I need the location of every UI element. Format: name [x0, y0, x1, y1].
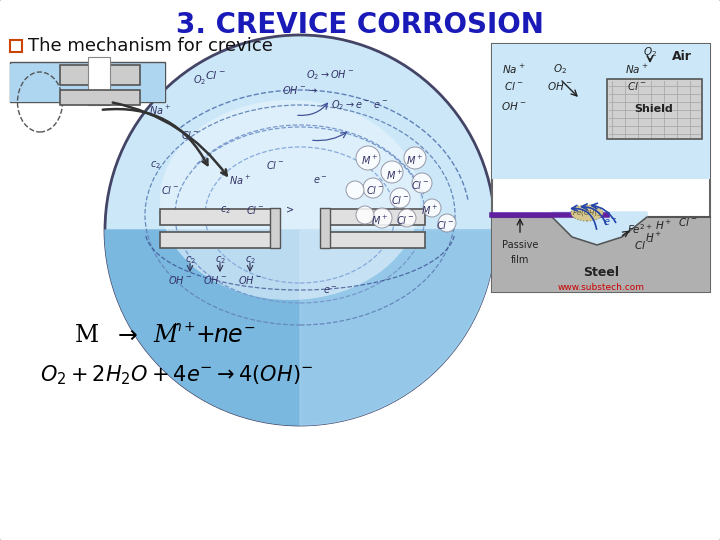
Text: $e^-$: $e^-$ — [312, 174, 328, 186]
Bar — [88, 57, 110, 105]
Text: $Cl^-$: $Cl^-$ — [181, 129, 199, 141]
Bar — [10, 40, 22, 52]
Text: $n+$: $n+$ — [172, 320, 196, 334]
Text: $Fe^{2+}$: $Fe^{2+}$ — [627, 222, 653, 236]
Circle shape — [423, 199, 441, 217]
Text: www.substech.com: www.substech.com — [557, 282, 644, 292]
Text: $M^+$: $M^+$ — [421, 204, 438, 217]
Text: $Na^+$: $Na^+$ — [149, 104, 171, 117]
Text: $Na^+$: $Na^+$ — [229, 173, 251, 186]
Text: $Cl^-$: $Cl^-$ — [391, 194, 409, 206]
Text: film: film — [510, 255, 529, 265]
Text: $c_2$: $c_2$ — [245, 254, 256, 266]
Circle shape — [381, 161, 403, 183]
Text: Air: Air — [672, 50, 692, 63]
Text: $Cl^-$: $Cl^-$ — [634, 239, 654, 251]
Circle shape — [390, 188, 410, 208]
Circle shape — [356, 146, 380, 170]
Bar — [325, 209, 425, 225]
Text: $M^+$: $M^+$ — [387, 168, 404, 181]
Text: $\rightarrow$: $\rightarrow$ — [113, 323, 138, 347]
Text: $OH^-$: $OH^-$ — [203, 274, 227, 286]
Text: M: M — [153, 323, 177, 347]
Text: $Na^+$: $Na^+$ — [503, 63, 526, 76]
Text: 3. CREVICE CORROSION: 3. CREVICE CORROSION — [176, 11, 544, 39]
Text: $OH^-$: $OH^-$ — [547, 80, 572, 92]
Text: Passive: Passive — [502, 240, 538, 250]
Text: $Fe(OH)_3$: $Fe(OH)_3$ — [572, 208, 602, 218]
Bar — [492, 217, 710, 292]
Text: $M^+$: $M^+$ — [406, 153, 423, 166]
Text: $OH^-$: $OH^-$ — [168, 274, 192, 286]
Text: $Cl^-$: $Cl^-$ — [266, 159, 284, 171]
Bar — [325, 232, 425, 248]
Text: Shield: Shield — [634, 104, 673, 114]
Text: $M^+$: $M^+$ — [361, 153, 379, 166]
Bar — [607, 79, 702, 139]
Text: $e^-$: $e^-$ — [323, 285, 338, 295]
Text: $O_2 + 2H_2O + 4e^{-} \rightarrow 4(OH)^{-}$: $O_2 + 2H_2O + 4e^{-} \rightarrow 4(OH)^… — [40, 363, 313, 387]
Circle shape — [363, 178, 383, 198]
Circle shape — [438, 214, 456, 232]
Text: $O_2$: $O_2$ — [553, 62, 567, 76]
Bar — [10, 64, 88, 102]
Bar — [160, 232, 275, 248]
Text: $Cl^-$: $Cl^-$ — [410, 179, 429, 191]
Polygon shape — [105, 230, 495, 425]
Bar — [110, 64, 165, 102]
Bar — [492, 44, 710, 292]
Text: $c_2$: $c_2$ — [215, 254, 225, 266]
Text: $OH^-$: $OH^-$ — [501, 100, 527, 112]
Text: $O_2$: $O_2$ — [643, 45, 657, 59]
Bar — [270, 208, 280, 248]
Ellipse shape — [571, 205, 603, 221]
Bar — [492, 44, 710, 179]
Text: $Cl^-$: $Cl^-$ — [246, 204, 264, 216]
Text: $H^+$: $H^+$ — [645, 231, 662, 244]
Text: $OH^- \rightarrow$: $OH^- \rightarrow$ — [282, 84, 318, 96]
Text: $O_2 \rightarrow e^- \ e^-$: $O_2 \rightarrow e^- \ e^-$ — [331, 98, 389, 112]
Circle shape — [372, 208, 392, 228]
Bar — [60, 90, 140, 105]
Text: $c_2$: $c_2$ — [150, 159, 161, 171]
Bar — [160, 209, 275, 225]
Text: $Na^+$: $Na^+$ — [625, 63, 649, 76]
Text: $Cl^-$: $Cl^-$ — [396, 214, 414, 226]
Text: $e^-$: $e^-$ — [603, 217, 618, 227]
Circle shape — [356, 206, 374, 224]
Text: $O_2$: $O_2$ — [194, 73, 207, 87]
Text: $Cl^-$: $Cl^-$ — [678, 216, 698, 228]
Bar — [320, 208, 330, 248]
Text: $O_2 \rightarrow OH^-$: $O_2 \rightarrow OH^-$ — [306, 68, 354, 82]
Text: $c_2$: $c_2$ — [220, 204, 230, 216]
Text: M: M — [75, 323, 99, 347]
Ellipse shape — [160, 100, 420, 300]
Text: $Cl^-$: $Cl^-$ — [161, 184, 179, 196]
Text: $c_2$: $c_2$ — [184, 254, 195, 266]
Text: $>$: $>$ — [284, 205, 295, 215]
Text: $Cl^-$: $Cl^-$ — [204, 69, 225, 81]
Text: $OH^-$: $OH^-$ — [238, 274, 262, 286]
Circle shape — [404, 147, 426, 169]
Text: $H^+$: $H^+$ — [655, 219, 672, 232]
Text: $Cl^-$: $Cl^-$ — [627, 80, 647, 92]
Polygon shape — [552, 212, 647, 245]
Bar — [60, 65, 140, 85]
Text: $-$: $-$ — [243, 320, 255, 334]
Circle shape — [346, 181, 364, 199]
Circle shape — [398, 209, 416, 227]
Text: $M^+$: $M^+$ — [372, 213, 389, 227]
Text: $ne$: $ne$ — [213, 323, 243, 347]
Text: The mechanism for crevice: The mechanism for crevice — [28, 37, 273, 55]
Text: $Cl^-$: $Cl^-$ — [366, 184, 384, 196]
Text: $+$: $+$ — [195, 323, 215, 347]
Text: Steel: Steel — [583, 266, 619, 279]
Text: $Cl^-$: $Cl^-$ — [504, 80, 524, 92]
Bar — [10, 62, 165, 102]
Circle shape — [412, 173, 432, 193]
Text: $Cl^-$: $Cl^-$ — [436, 219, 454, 231]
Circle shape — [105, 35, 495, 425]
Polygon shape — [300, 230, 495, 425]
